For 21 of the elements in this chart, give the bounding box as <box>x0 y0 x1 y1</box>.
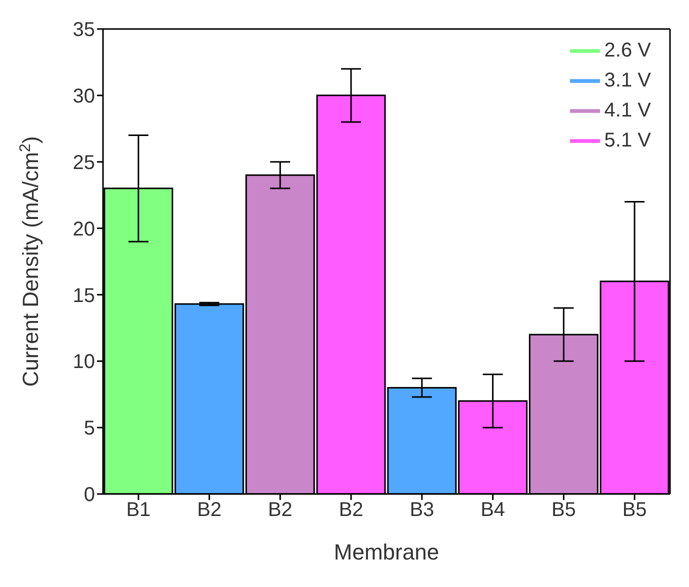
y-tick-label: 15 <box>72 284 95 307</box>
x-tick-label: B4 <box>480 499 506 522</box>
legend-label: 3.1 V <box>604 69 651 92</box>
y-tick-label: 0 <box>84 484 95 506</box>
legend-label: 5.1 V <box>604 129 651 152</box>
x-tick-label: B5 <box>622 499 647 522</box>
legend-label: 2.6 V <box>604 39 651 62</box>
y-tick-label: 10 <box>72 351 95 374</box>
x-tick-label: B5 <box>551 499 576 522</box>
x-tick-label: B3 <box>410 499 434 522</box>
x-tick-label: B2 <box>268 499 292 522</box>
y-tick-label: 25 <box>72 152 95 174</box>
x-axis-title: Membrane <box>334 540 440 565</box>
y-tick-label: 30 <box>72 86 95 108</box>
y-tick-label: 20 <box>72 218 95 240</box>
x-tick-label: B1 <box>126 499 151 522</box>
legend-label: 4.1 V <box>604 99 651 122</box>
y-tick-label: 35 <box>72 19 95 42</box>
x-tick-label: B2 <box>338 499 364 522</box>
x-tick-label: B2 <box>197 499 222 522</box>
y-tick-label: 5 <box>84 418 95 440</box>
